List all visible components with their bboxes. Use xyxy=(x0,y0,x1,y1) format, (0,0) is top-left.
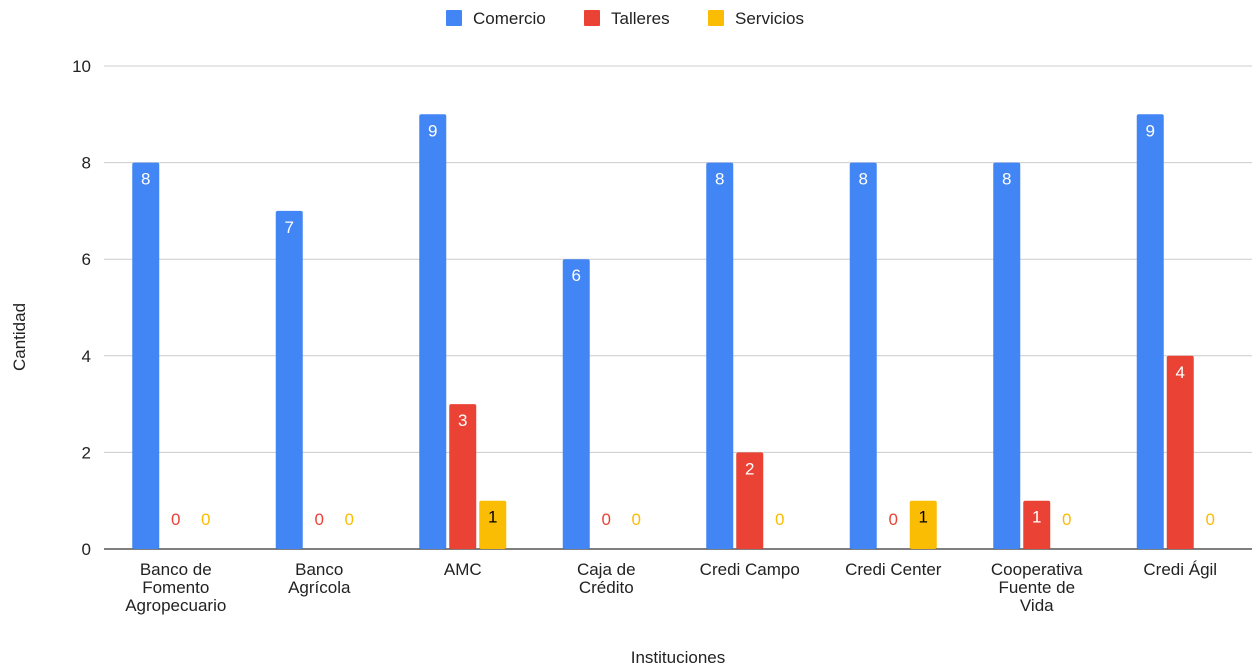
legend-label: Talleres xyxy=(611,9,670,28)
x-category-label-line: Banco de xyxy=(140,560,212,579)
legend-item: Talleres xyxy=(584,9,670,28)
bar-talleres xyxy=(1166,355,1194,549)
x-category-label-line: Credi Ágil xyxy=(1143,560,1217,579)
x-category-label-line: Fomento xyxy=(142,578,209,597)
data-label: 3 xyxy=(458,411,467,430)
data-label: 0 xyxy=(889,510,898,529)
x-axis-categories: Banco de Fomento Agropecuario Banco Agrícola… xyxy=(125,560,1217,615)
data-label: 0 xyxy=(1062,510,1071,529)
data-label: 0 xyxy=(602,510,611,529)
y-axis-title: Cantidad xyxy=(10,303,29,371)
x-category-label: Credi Center xyxy=(845,560,942,579)
bar-servicios xyxy=(909,500,937,549)
data-label: 0 xyxy=(171,510,180,529)
bar-comercio xyxy=(562,259,590,549)
legend-swatch xyxy=(446,10,462,26)
bar-comercio xyxy=(275,210,303,549)
y-tick-label: 6 xyxy=(82,250,91,269)
bar-comercio xyxy=(849,162,877,549)
bar-talleres xyxy=(736,452,764,549)
data-label: 8 xyxy=(141,170,150,189)
data-label: 0 xyxy=(1206,510,1215,529)
legend-swatch xyxy=(708,10,724,26)
x-category-label-line: AMC xyxy=(444,560,482,579)
x-category-label: Banco Agrícola xyxy=(288,560,351,597)
y-tick-label: 4 xyxy=(82,347,91,366)
x-category-label-line: Vida xyxy=(1020,596,1054,615)
data-label: 0 xyxy=(315,510,324,529)
x-category-label: Credi Ágil xyxy=(1143,560,1217,579)
y-axis-ticks: 0 2 4 6 8 10 xyxy=(72,57,91,559)
x-category-label-line: Crédito xyxy=(579,578,634,597)
data-label: 0 xyxy=(775,510,784,529)
bar-comercio xyxy=(132,162,160,549)
bar-servicios xyxy=(479,500,507,549)
data-label: 1 xyxy=(919,508,928,527)
y-tick-label: 0 xyxy=(82,540,91,559)
data-label: 1 xyxy=(1032,508,1041,527)
x-category-label-line: Caja de xyxy=(577,560,636,579)
legend-label: Servicios xyxy=(735,9,804,28)
data-label: 6 xyxy=(572,266,581,285)
data-label: 2 xyxy=(745,459,754,478)
data-label: 8 xyxy=(1002,170,1011,189)
data-label: 8 xyxy=(715,170,724,189)
data-label: 9 xyxy=(1146,121,1155,140)
x-category-label: Cooperativa Fuente de Vida xyxy=(991,560,1083,615)
x-category-label-line: Credi Campo xyxy=(700,560,800,579)
data-label: 0 xyxy=(345,510,354,529)
legend-item: Comercio xyxy=(446,9,546,28)
x-axis-title: Instituciones xyxy=(631,648,726,667)
legend-label: Comercio xyxy=(473,9,546,28)
x-category-label-line: Agropecuario xyxy=(125,596,226,615)
bar-comercio xyxy=(419,114,447,550)
x-category-label: AMC xyxy=(444,560,482,579)
bar-talleres xyxy=(1023,500,1051,549)
x-category-label: Credi Campo xyxy=(700,560,800,579)
y-tick-label: 8 xyxy=(82,154,91,173)
legend-swatch xyxy=(584,10,600,26)
bar-talleres xyxy=(449,404,477,549)
x-category-label: Caja de Crédito xyxy=(577,560,636,597)
y-tick-label: 10 xyxy=(72,57,91,76)
bar-comercio xyxy=(1136,114,1164,550)
bar-comercio xyxy=(993,162,1021,549)
legend-item: Servicios xyxy=(708,9,804,28)
data-label: 0 xyxy=(201,510,210,529)
legend: Comercio Talleres Servicios xyxy=(446,9,804,28)
bar-comercio xyxy=(706,162,734,549)
data-label: 9 xyxy=(428,121,437,140)
data-label: 8 xyxy=(859,170,868,189)
data-label: 1 xyxy=(488,508,497,527)
data-label: 4 xyxy=(1176,363,1185,382)
data-label: 7 xyxy=(285,218,294,237)
x-category-label-line: Banco xyxy=(295,560,343,579)
data-label: 0 xyxy=(632,510,641,529)
y-tick-label: 2 xyxy=(82,443,91,462)
data-labels: 8 0 0 7 0 0 9 3 1 6 0 0 8 2 0 8 0 1 8 1 0 9 4 0 xyxy=(141,121,1215,529)
x-category-label-line: Credi Center xyxy=(845,560,942,579)
x-category-label-line: Fuente de xyxy=(998,578,1075,597)
x-category-label: Banco de Fomento Agropecuario xyxy=(125,560,226,615)
x-category-label-line: Cooperativa xyxy=(991,560,1083,579)
bars xyxy=(132,114,1194,550)
x-category-label-line: Agrícola xyxy=(288,578,351,597)
